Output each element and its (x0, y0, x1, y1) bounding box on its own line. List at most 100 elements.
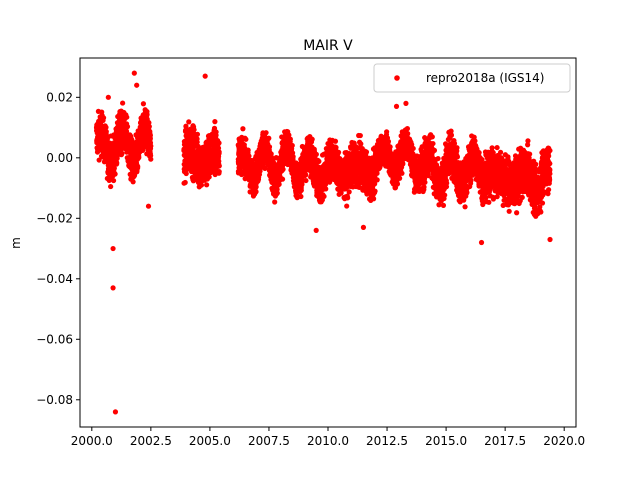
data-point (136, 154, 142, 161)
data-point (182, 179, 188, 186)
data-point (462, 204, 468, 210)
data-point (454, 145, 460, 151)
data-point (468, 177, 474, 184)
data-point (454, 154, 461, 160)
data-point (416, 188, 423, 195)
data-point (394, 181, 401, 187)
y-axis-label: m (9, 237, 23, 249)
data-point (298, 187, 304, 193)
data-point (434, 163, 440, 169)
data-point (100, 115, 107, 121)
data-point (289, 142, 295, 149)
data-point (405, 130, 411, 137)
data-point (303, 177, 309, 184)
data-point (186, 119, 192, 125)
data-point (144, 111, 150, 118)
data-point (309, 136, 315, 142)
data-point (204, 182, 210, 188)
data-point (448, 132, 454, 138)
data-point (399, 170, 405, 176)
data-point (206, 174, 212, 180)
data-point (103, 124, 109, 130)
data-point (147, 132, 153, 138)
data-point (374, 170, 380, 176)
data-point (336, 149, 342, 155)
data-point (191, 127, 197, 133)
data-point (240, 126, 246, 132)
data-point (444, 180, 450, 186)
data-point (358, 141, 364, 147)
data-point (333, 144, 339, 151)
data-point (215, 145, 222, 151)
data-point (274, 190, 280, 196)
data-point (140, 101, 147, 107)
data-point (429, 134, 435, 140)
data-point (243, 136, 249, 142)
data-point (110, 177, 117, 184)
data-point (410, 145, 416, 152)
data-point (253, 189, 259, 195)
data-point (422, 179, 428, 185)
data-point (124, 114, 130, 120)
data-point (316, 158, 322, 164)
data-point (246, 153, 252, 159)
data-point (397, 175, 403, 181)
data-point (404, 126, 410, 132)
data-point (111, 165, 117, 171)
data-point (266, 135, 272, 141)
data-point (123, 128, 130, 134)
data-point (216, 163, 222, 169)
data-point (108, 183, 114, 190)
data-point (348, 145, 354, 151)
data-point (287, 136, 293, 142)
data-point (262, 165, 268, 172)
data-point (135, 163, 141, 170)
data-point (274, 186, 280, 193)
data-point (263, 130, 269, 136)
data-point (321, 193, 327, 199)
data-point (385, 138, 392, 145)
data-point (430, 140, 436, 147)
data-point (374, 177, 380, 183)
data-point (442, 192, 448, 198)
data-point (313, 151, 319, 157)
data-point (112, 171, 118, 177)
data-point (212, 119, 218, 125)
data-point (198, 182, 205, 188)
data-point (435, 155, 441, 162)
data-point (216, 140, 222, 146)
data-point (253, 184, 259, 190)
data-point (272, 199, 278, 205)
data-point (237, 167, 243, 173)
data-point (96, 157, 102, 163)
data-point (216, 168, 222, 175)
data-point (148, 143, 154, 149)
data-point (216, 158, 222, 164)
data-point (194, 131, 201, 137)
data-point (114, 160, 120, 166)
data-point (384, 129, 390, 135)
data-point (194, 139, 200, 145)
data-point (387, 144, 393, 150)
data-point (323, 186, 329, 192)
data-point (440, 202, 447, 208)
data-point (332, 138, 339, 144)
data-point (451, 140, 458, 147)
data-point (372, 188, 378, 194)
data-point (216, 149, 222, 155)
chart-title: MAIR V (303, 38, 353, 54)
data-point (346, 189, 352, 195)
data-point (124, 124, 131, 130)
data-point (266, 144, 273, 150)
data-point (103, 128, 109, 135)
data-points (93, 70, 553, 415)
data-point (431, 147, 438, 153)
data-point (436, 202, 442, 208)
data-point (400, 161, 406, 167)
data-point (286, 132, 292, 138)
data-point (120, 100, 126, 106)
data-point (280, 166, 286, 172)
data-point (372, 181, 378, 187)
data-point (345, 195, 351, 201)
